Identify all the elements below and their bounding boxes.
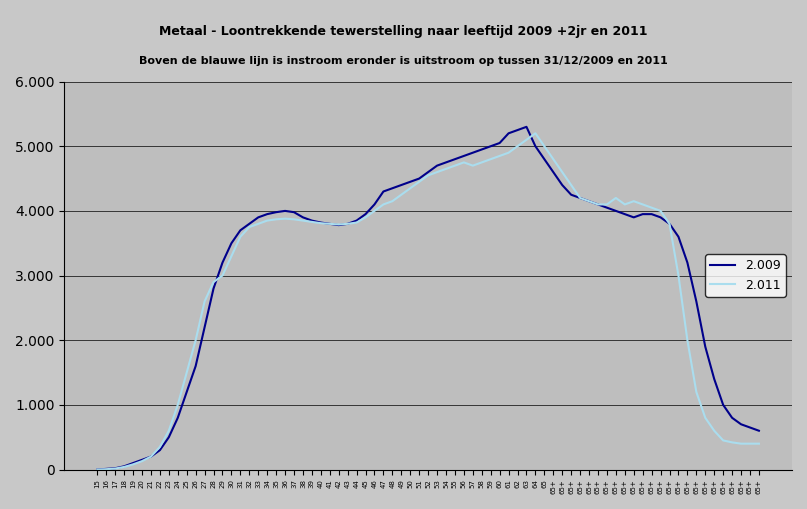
2.011 <box>754 441 763 447</box>
Line: 2.009: 2.009 <box>98 127 759 469</box>
2.009 <box>602 205 612 211</box>
2.009 <box>629 214 638 220</box>
2.009 <box>646 211 656 217</box>
2.009 <box>692 298 701 304</box>
2.011 <box>629 198 638 204</box>
2.011 <box>692 389 701 395</box>
Line: 2.011: 2.011 <box>98 133 759 469</box>
2.009 <box>93 466 102 472</box>
Text: Metaal - Loontrekkende tewerstelling naar leeftijd 2009 +2jr en 2011: Metaal - Loontrekkende tewerstelling naa… <box>159 25 648 39</box>
2.009 <box>620 211 629 217</box>
2.011 <box>620 202 629 208</box>
2.011 <box>93 466 102 472</box>
2.009 <box>754 428 763 434</box>
Text: Boven de blauwe lijn is instroom eronder is uitstroom op tussen 31/12/2009 en 20: Boven de blauwe lijn is instroom eronder… <box>139 56 668 66</box>
2.011 <box>146 454 156 460</box>
Legend: 2.009, 2.011: 2.009, 2.011 <box>705 254 786 297</box>
2.011 <box>530 130 540 136</box>
2.011 <box>646 205 656 211</box>
2.011 <box>602 202 612 208</box>
2.009 <box>521 124 531 130</box>
2.009 <box>146 454 156 460</box>
